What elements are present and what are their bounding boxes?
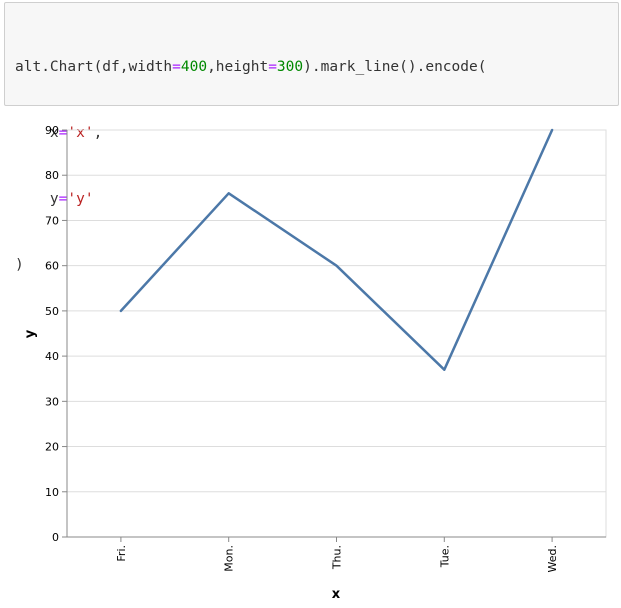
- code-line-2: x='x',: [15, 125, 103, 141]
- y-tick-label: 80: [45, 169, 59, 182]
- code-cell[interactable]: alt.Chart(df,width=400,height=300).mark_…: [4, 2, 619, 273]
- y-tick-label: 10: [45, 486, 59, 499]
- x-tick-label: Mon.: [223, 545, 236, 572]
- code-line-3: y='y': [15, 191, 94, 207]
- series-line: [119, 128, 554, 371]
- x-tick-label: Fri.: [115, 545, 128, 562]
- y-axis: 0 10 20 30 40 50 60 70 80 90: [45, 124, 68, 544]
- chart-output: 0 10 20 30 40 50 60 70 80 90 Fri. Mon. Thu. Tue. Wed.…: [0, 108, 621, 604]
- x-axis-title: x: [332, 587, 341, 602]
- y-tick-label: 20: [45, 441, 59, 454]
- y-tick-label: 60: [45, 260, 59, 273]
- y-axis-title: y: [23, 329, 38, 338]
- x-tick-label: Thu.: [331, 545, 344, 570]
- y-tick-label: 30: [45, 395, 59, 408]
- y-tick-label: 70: [45, 214, 59, 227]
- y-tick-label: 0: [52, 531, 59, 544]
- y-tick-label: 90: [45, 124, 59, 137]
- line-chart: 0 10 20 30 40 50 60 70 80 90 Fri. Mon. Thu. Tue. Wed.…: [23, 124, 607, 602]
- x-tick-label: Wed.: [546, 545, 559, 572]
- y-tick-label: 40: [45, 350, 59, 363]
- code-line-1: alt.Chart(df,width=400,height=300).mark_…: [15, 59, 487, 75]
- y-tick-label: 50: [45, 305, 59, 318]
- x-axis: Fri. Mon. Thu. Tue. Wed.: [67, 536, 606, 572]
- code-line-4: ): [15, 257, 24, 273]
- x-tick-label: Tue.: [438, 545, 451, 568]
